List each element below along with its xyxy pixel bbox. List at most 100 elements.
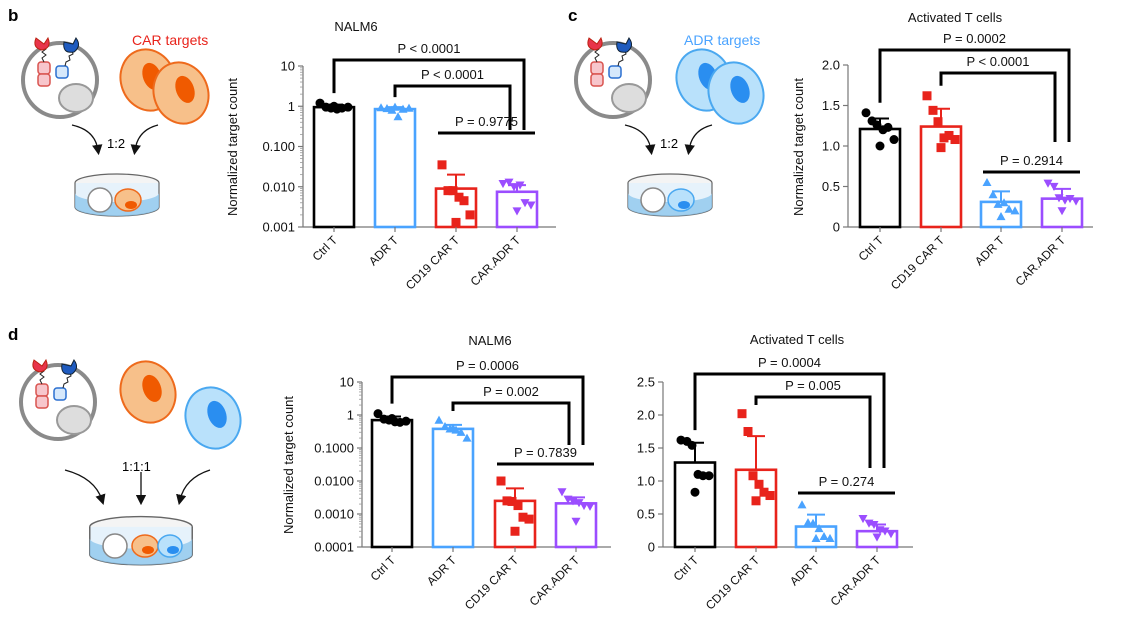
data-point	[440, 421, 450, 431]
data-point	[999, 198, 1009, 207]
p-value-label: P < 0.0001	[421, 67, 484, 82]
y-axis-label: Normalized target count	[281, 396, 296, 534]
data-point	[797, 500, 807, 509]
x-tick-label: Ctrl T	[671, 553, 702, 584]
data-point	[376, 103, 386, 112]
data-point	[520, 199, 530, 208]
data-point	[512, 207, 522, 216]
data-point	[437, 160, 447, 170]
data-point	[390, 102, 400, 111]
arrow-icon	[64, 469, 106, 505]
significance-bracket: P < 0.0001	[332, 41, 526, 130]
data-point	[465, 210, 475, 220]
data-point	[939, 133, 949, 143]
y-tick-label: 1	[347, 408, 354, 423]
chart-title: Activated T cells	[908, 10, 1003, 25]
p-value-label: P = 0.0004	[758, 355, 821, 370]
t-cell-illustration-b	[21, 36, 99, 119]
bracket-line	[332, 58, 526, 130]
bar-group	[431, 415, 475, 549]
panel-letter-b: b	[8, 6, 19, 25]
data-point	[448, 186, 458, 196]
data-point	[872, 533, 882, 542]
bar-group	[370, 409, 414, 549]
bar	[370, 418, 414, 549]
p-value-label: P < 0.0001	[397, 41, 460, 56]
culture-dish-illustration-c	[627, 173, 713, 217]
bar-group	[495, 178, 539, 229]
y-axis-label: Normalized target count	[791, 78, 806, 216]
y-tick-label: 2.5	[637, 375, 655, 390]
data-point	[1054, 194, 1064, 203]
data-point	[933, 117, 943, 127]
y-tick-label: 0.100	[262, 139, 295, 154]
p-value-label: P = 0.9775	[455, 114, 518, 129]
data-point	[737, 409, 747, 419]
y-tick-label: 1.5	[637, 441, 655, 456]
data-point	[936, 143, 946, 153]
data-point	[515, 181, 525, 190]
p-value-label: P = 0.7839	[514, 445, 577, 460]
data-point	[498, 179, 508, 189]
bar-group	[554, 488, 598, 549]
data-point	[1010, 206, 1020, 215]
x-tick-label: CAR.ADR T	[468, 233, 524, 289]
bar-group	[493, 476, 537, 549]
adr-target-cells-illustration	[667, 40, 773, 133]
bar-group	[855, 515, 899, 549]
data-point	[751, 496, 761, 506]
significance-bracket: P = 0.9775	[438, 114, 535, 135]
bar-group	[734, 409, 778, 549]
y-tick-label: 0	[833, 220, 840, 235]
y-tick-label: 1.0	[822, 139, 840, 154]
data-point	[454, 192, 464, 202]
bar	[312, 105, 356, 229]
x-tick-label: ADR T	[787, 553, 823, 589]
bar-group	[434, 160, 478, 229]
significance-bracket: P = 0.0002	[878, 31, 1071, 142]
bar-group	[373, 102, 417, 229]
p-value-label: P = 0.0006	[456, 358, 519, 373]
data-point	[950, 135, 960, 145]
significance-bracket: P < 0.0001	[939, 54, 1057, 142]
data-point	[513, 501, 523, 511]
ratio-label-b: 1:2	[107, 136, 126, 151]
data-point	[944, 130, 954, 140]
arrow-icon	[176, 469, 211, 506]
data-point	[509, 183, 519, 192]
data-point	[456, 427, 466, 436]
data-point	[765, 491, 775, 501]
data-point	[434, 415, 444, 424]
y-tick-label: 0.001	[262, 220, 295, 235]
data-point	[526, 201, 536, 210]
adr-targets-label: ADR targets	[684, 32, 761, 48]
adr-target-cell-illustration-d	[176, 378, 250, 458]
chart-3: NALM6 Normalized target count 10 1 0.1000 0.0…	[281, 333, 611, 612]
car-target-cells-illustration	[111, 40, 218, 133]
p-value-label: P = 0.002	[483, 384, 539, 399]
y-tick-label: 0.1000	[314, 441, 354, 456]
p-value-label: P = 0.2914	[1000, 153, 1063, 168]
y-tick-label: 0	[648, 540, 655, 555]
data-point	[754, 479, 764, 489]
y-tick-label: 2.0	[637, 408, 655, 423]
data-point	[1043, 179, 1053, 188]
bar-group	[919, 91, 963, 229]
bracket-line	[393, 84, 512, 130]
bar-group	[858, 108, 902, 229]
data-point	[585, 502, 595, 511]
data-point	[886, 530, 896, 539]
x-tick-label: CAR.ADR T	[1013, 233, 1069, 289]
bracket-line	[878, 48, 1071, 142]
data-point	[869, 520, 879, 530]
significance-bracket: P = 0.0004	[693, 355, 886, 468]
data-point	[704, 471, 714, 481]
data-point	[459, 196, 469, 206]
data-point	[329, 101, 339, 111]
bar-group	[979, 177, 1023, 229]
significance-bracket: P = 0.7839	[497, 445, 594, 466]
bar-group	[312, 98, 356, 229]
y-tick-label: 1.5	[822, 98, 840, 113]
x-tick-label: Ctrl T	[310, 233, 341, 264]
